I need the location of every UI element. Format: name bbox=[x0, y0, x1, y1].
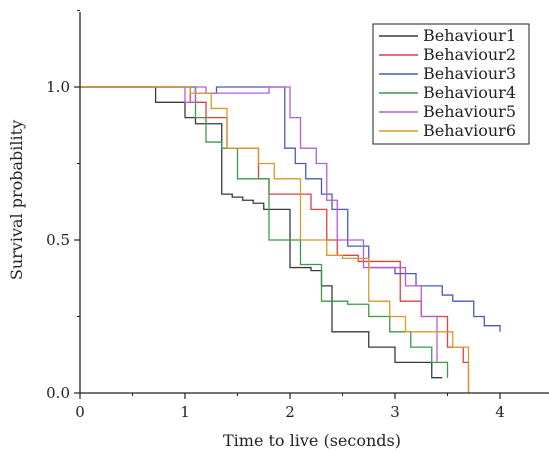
legend-label: Behaviour3 bbox=[423, 64, 516, 83]
legend-label: Behaviour5 bbox=[423, 102, 516, 121]
series-line-6 bbox=[80, 86, 470, 393]
series-line-5 bbox=[80, 86, 438, 363]
series-line-4 bbox=[80, 86, 449, 378]
series-line-2 bbox=[80, 86, 470, 393]
x-tick-label: 4 bbox=[495, 403, 505, 421]
legend-label: Behaviour4 bbox=[423, 83, 516, 102]
x-tick-label: 3 bbox=[390, 403, 400, 421]
y-tick-label: 1.0 bbox=[46, 78, 70, 96]
series-line-3 bbox=[80, 86, 501, 332]
legend-label: Behaviour1 bbox=[423, 26, 516, 45]
legend-label: Behaviour6 bbox=[423, 121, 516, 140]
x-axis-title: Time to live (seconds) bbox=[223, 431, 401, 450]
y-tick-label: 0.5 bbox=[46, 231, 70, 249]
legend: Behaviour1Behaviour2Behaviour3Behaviour4… bbox=[372, 23, 530, 145]
y-tick-label: 0.0 bbox=[46, 384, 70, 402]
legend-box bbox=[372, 23, 530, 145]
x-tick-label: 0 bbox=[75, 403, 85, 421]
series-line-1 bbox=[80, 86, 443, 379]
x-tick-label: 1 bbox=[180, 403, 190, 421]
axes-layer: 0 1 2 3 4 0.0 0.5 1.0 bbox=[46, 10, 549, 421]
legend-label: Behaviour2 bbox=[423, 45, 516, 64]
curves-layer bbox=[80, 86, 501, 393]
x-tick-label: 2 bbox=[285, 403, 295, 421]
y-axis-title: Survival probability bbox=[7, 120, 26, 280]
